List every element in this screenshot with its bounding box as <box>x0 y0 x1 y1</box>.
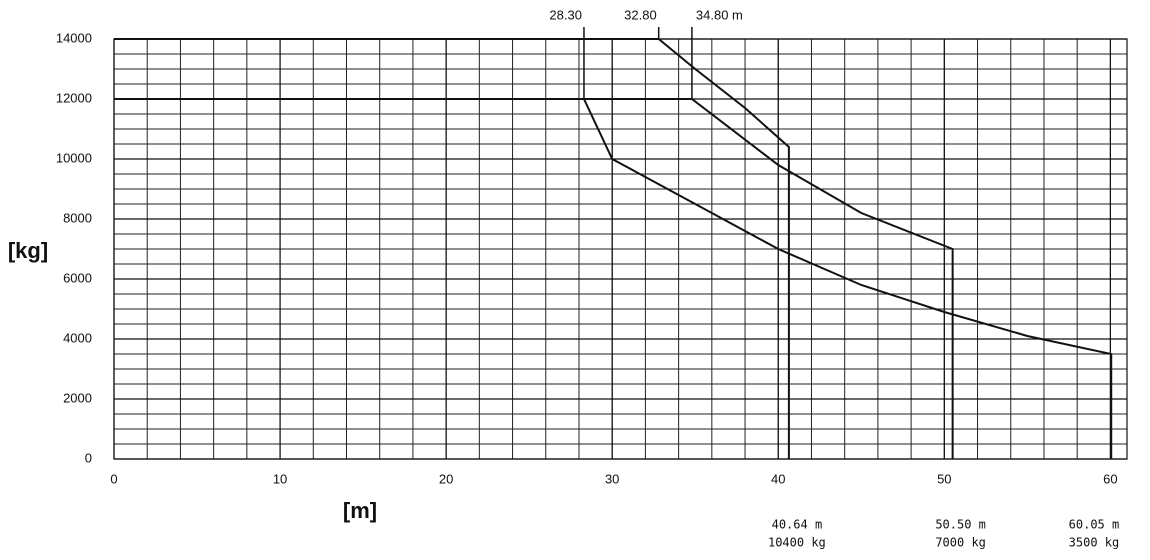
y-tick-label: 14000 <box>56 30 92 45</box>
bottom-annotation: 3500 kg <box>1069 536 1120 550</box>
y-tick-label: 6000 <box>63 270 92 285</box>
y-tick-label: 10000 <box>56 150 92 165</box>
x-tick-label: 60 <box>1103 471 1117 486</box>
load-curve <box>114 98 954 459</box>
y-tick-label: 8000 <box>63 210 92 225</box>
top-annotation: 34.80 m <box>696 7 743 22</box>
y-tick-label: 4000 <box>63 330 92 345</box>
y-axis-label: [kg] <box>8 238 48 263</box>
x-tick-label: 30 <box>605 471 619 486</box>
x-tick-label: 10 <box>273 471 287 486</box>
x-tick-label: 20 <box>439 471 453 486</box>
bottom-annotation: 60.05 m <box>1069 518 1120 532</box>
bottom-annotation: 40.64 m <box>772 518 823 532</box>
load-curve <box>114 38 790 459</box>
y-tick-label: 12000 <box>56 90 92 105</box>
y-tick-label: 0 <box>85 450 92 465</box>
top-annotation: 28.30 <box>549 7 582 22</box>
bottom-annotation: 50.50 m <box>935 518 986 532</box>
y-tick-label: 2000 <box>63 390 92 405</box>
x-axis-label: [m] <box>343 498 377 523</box>
bottom-annotation: 10400 kg <box>768 536 826 550</box>
x-tick-label: 50 <box>937 471 951 486</box>
x-tick-label: 0 <box>110 471 117 486</box>
top-annotation: 32.80 <box>624 7 657 22</box>
bottom-annotation: 7000 kg <box>935 536 986 550</box>
x-tick-label: 40 <box>771 471 785 486</box>
load-curve <box>114 98 1113 459</box>
